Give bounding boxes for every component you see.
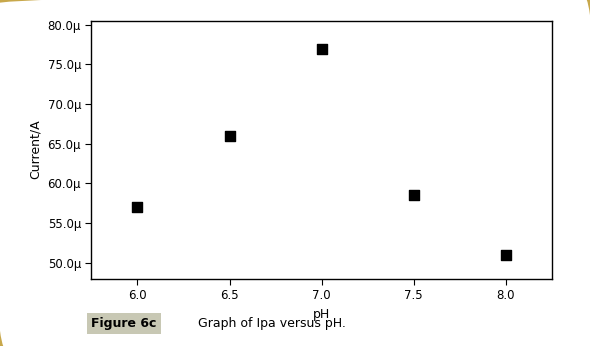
Point: [225, 133, 234, 138]
Point: [317, 46, 326, 51]
X-axis label: pH: pH: [313, 308, 330, 320]
Point: [501, 252, 510, 257]
Y-axis label: Current/A: Current/A: [29, 120, 42, 180]
Text: Graph of Ipa versus pH.: Graph of Ipa versus pH.: [198, 317, 346, 330]
Point: [133, 204, 142, 210]
Point: [409, 192, 418, 198]
Text: Figure 6c: Figure 6c: [91, 317, 157, 330]
